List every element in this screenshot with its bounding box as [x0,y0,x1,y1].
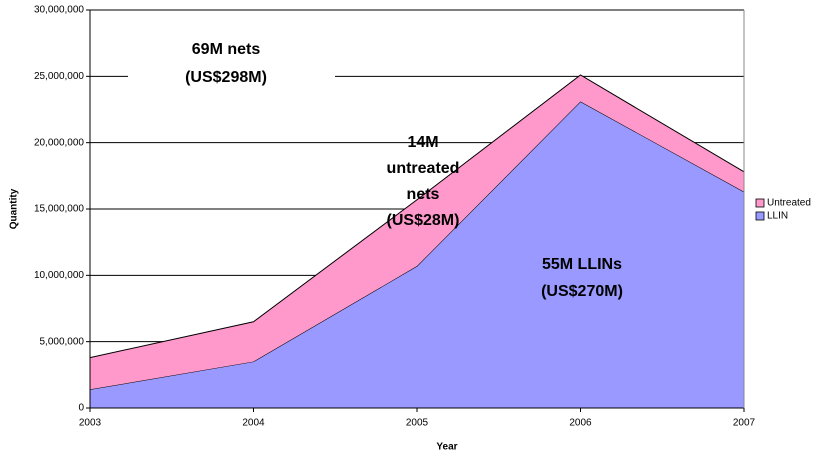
annotation: (US$270M) [541,283,623,300]
y-tick-label: 25,000,000 [34,71,84,82]
annotation: 14M [407,134,438,151]
x-tick-label: 2006 [569,418,592,429]
annotation: nets [407,186,440,203]
annotation-bg [128,36,335,94]
y-tick-label: 0 [78,403,84,414]
x-tick-label: 2007 [733,418,756,429]
annotation: 55M LLINs [542,256,622,273]
y-tick-label: 30,000,000 [34,5,84,16]
annotation: 69M nets [192,41,261,58]
y-tick-label: 10,000,000 [34,270,84,281]
annotation: (US$28M) [387,212,460,229]
x-axis-title: Year [436,442,457,453]
x-tick-label: 2005 [406,418,429,429]
legend-swatch [755,211,765,221]
area [90,75,744,390]
y-tick-label: 5,000,000 [40,336,85,347]
y-axis-title: Quantity [9,188,20,229]
area-edge [89,74,745,359]
area [90,101,744,408]
y-tick-label: 15,000,000 [34,204,84,215]
legend-label: Untreated [767,198,811,209]
legend-label: LLIN [767,211,788,222]
x-tick-label: 2003 [79,418,102,429]
legend-frame [753,194,833,226]
legend-swatch [755,198,765,208]
annotation: untreated [387,160,460,177]
annotation: (US$298M) [185,69,267,86]
y-tick-label: 20,000,000 [34,137,84,148]
x-tick-label: 2004 [242,418,265,429]
